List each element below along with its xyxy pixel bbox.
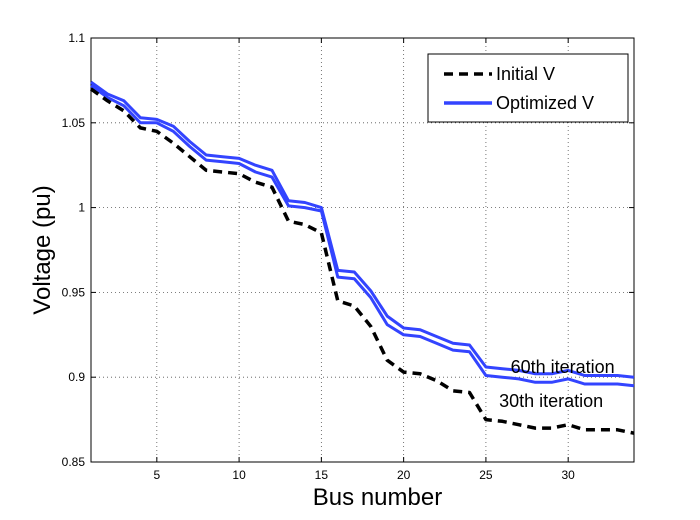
x-tick-label: 30 [562,468,576,482]
legend-label-initial-v: Initial V [496,64,555,84]
legend: Initial V Optimized V [427,53,629,123]
x-tick-label: 25 [479,468,493,482]
annotation-60th-iteration: 60th iteration [511,357,615,377]
y-tick-label: 1.05 [62,116,86,130]
legend-label-optimized-v: Optimized V [496,93,594,113]
grid-lines [91,38,634,462]
x-tick-label: 20 [397,468,411,482]
x-axis-title: Bus number [313,484,442,511]
series-line-initial-v [89,87,635,435]
data-series [89,80,635,435]
y-tick-label: 0.9 [68,370,85,384]
tick-labels: 5 10 15 20 25 30 0.85 0.9 0.95 1 1.05 1.1 [62,31,576,482]
y-tick-label: 1 [78,201,85,215]
x-tick-label: 5 [153,468,160,482]
y-tick-label: 1.1 [68,31,85,45]
y-tick-label: 0.85 [62,455,86,469]
legend-box [427,53,629,123]
annotation-30th-iteration: 30th iteration [499,391,603,411]
series-line-optimized-v-1 [90,84,635,388]
plot-area-frame [90,37,635,463]
y-axis-title: Voltage (pu) [29,185,56,314]
series-line-optimized-v-2 [90,80,635,379]
x-tick-label: 10 [232,468,246,482]
y-tick-label: 0.95 [62,285,86,299]
x-tick-label: 15 [315,468,329,482]
